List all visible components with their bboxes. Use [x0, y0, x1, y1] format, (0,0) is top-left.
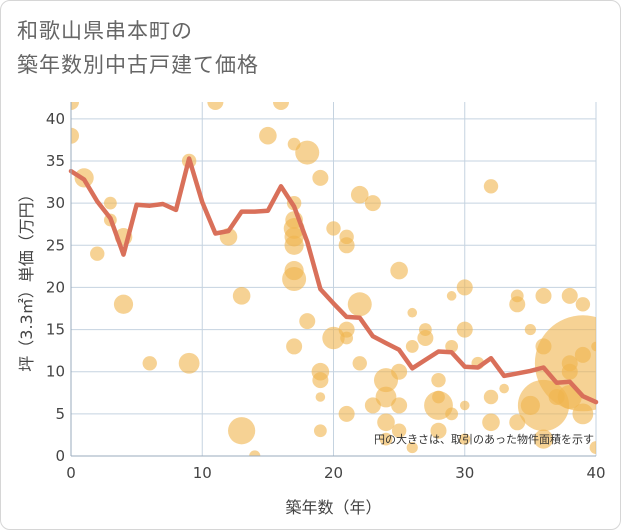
- data-bubble: [535, 287, 552, 304]
- data-bubble: [286, 338, 303, 355]
- x-tick-label: 0: [66, 464, 76, 482]
- data-bubble: [456, 321, 473, 338]
- data-bubble: [71, 127, 79, 144]
- data-bubble: [405, 340, 419, 353]
- y-tick-label: 15: [46, 321, 65, 339]
- data-bubble: [338, 405, 355, 422]
- data-bubble: [113, 294, 134, 314]
- data-bubble: [259, 126, 277, 145]
- data-bubble: [561, 287, 578, 304]
- data-bubble: [284, 235, 304, 255]
- data-bubble: [352, 356, 367, 371]
- data-bubble: [524, 323, 536, 336]
- x-axis-label: 築年数（年）: [285, 498, 381, 517]
- data-bubble: [377, 413, 395, 432]
- data-bubble: [445, 340, 459, 353]
- y-tick-label: 35: [46, 152, 65, 170]
- data-bubble: [228, 417, 256, 445]
- chart-title-line: 和歌山県串本町の: [17, 19, 193, 43]
- data-bubble: [431, 372, 446, 388]
- data-bubble: [391, 397, 408, 414]
- data-bubble: [315, 392, 326, 402]
- data-bubble: [417, 330, 434, 346]
- data-bubble: [509, 414, 526, 431]
- data-bubble: [575, 297, 591, 312]
- data-bubble: [340, 331, 354, 345]
- y-tick-label: 0: [55, 447, 65, 465]
- data-bubble: [589, 441, 596, 454]
- data-bubble: [391, 363, 408, 380]
- data-bubble: [207, 102, 224, 110]
- data-bubble: [459, 400, 470, 411]
- data-bubble: [483, 389, 499, 405]
- data-bubble: [178, 352, 200, 374]
- axes: [70, 102, 596, 457]
- data-bubble: [379, 432, 393, 446]
- y-tick-label: 40: [46, 110, 65, 128]
- trend-line-series: [68, 156, 599, 405]
- data-bubble: [273, 102, 289, 110]
- data-bubble: [430, 422, 447, 439]
- data-bubble: [499, 383, 509, 394]
- bubble-size-note: 円の大きさは、取引のあった物件面積を示す: [374, 432, 594, 446]
- data-bubble: [533, 429, 554, 449]
- data-bubble: [482, 413, 500, 432]
- data-bubble: [534, 315, 596, 412]
- data-bubble: [406, 441, 418, 454]
- bubble-series: [71, 102, 596, 456]
- data-bubble: [446, 291, 457, 301]
- data-bubble: [364, 195, 381, 212]
- data-bubble: [295, 140, 320, 165]
- x-tick-label: 10: [193, 464, 212, 482]
- y-tick-label: 10: [46, 363, 65, 381]
- data-bubble: [456, 279, 473, 296]
- data-bubble: [572, 403, 594, 425]
- y-tick-label: 5: [55, 405, 65, 423]
- data-bubble: [591, 341, 596, 352]
- data-bubble: [326, 221, 341, 236]
- data-bubble: [299, 313, 316, 330]
- data-bubble: [350, 185, 369, 204]
- data-bubble: [90, 246, 105, 261]
- chart-title: 和歌山県串本町の築年数別中古戸建て価格: [17, 14, 259, 82]
- y-tick-label: 20: [46, 278, 65, 296]
- data-bubble: [142, 356, 157, 371]
- data-bubble: [483, 179, 499, 194]
- data-bubble: [312, 372, 329, 389]
- data-bubble: [232, 287, 251, 305]
- data-bubble: [103, 196, 117, 210]
- x-tick-label: 30: [455, 464, 474, 482]
- data-bubble: [509, 296, 526, 313]
- x-tick-label: 20: [324, 464, 343, 482]
- data-bubble: [459, 433, 471, 445]
- chart-title-line: 築年数別中古戸建て価格: [17, 53, 259, 77]
- y-tick-label: 25: [46, 236, 65, 254]
- data-bubble: [312, 169, 329, 186]
- data-bubble: [347, 292, 372, 317]
- data-bubble: [390, 261, 408, 280]
- y-tick-label: 30: [46, 194, 65, 212]
- data-bubble: [313, 424, 327, 438]
- data-bubble: [375, 386, 397, 408]
- data-bubble: [249, 450, 261, 456]
- trend-line: [68, 156, 599, 405]
- data-bubble: [71, 102, 79, 110]
- data-bubble: [322, 326, 345, 350]
- data-bubble: [338, 237, 355, 254]
- tick-labels: 0 5 10 15 20 25 30 35 40 0 10 20 30 40: [46, 110, 606, 482]
- data-bubble: [407, 307, 418, 318]
- data-bubble: [445, 407, 459, 421]
- y-axis-label: 坪（3.3㎡）単価（万円）: [17, 186, 36, 371]
- grid-lines: [71, 102, 597, 456]
- x-tick-label: 40: [586, 464, 605, 482]
- data-bubble: [282, 267, 307, 291]
- data-bubble: [391, 423, 407, 438]
